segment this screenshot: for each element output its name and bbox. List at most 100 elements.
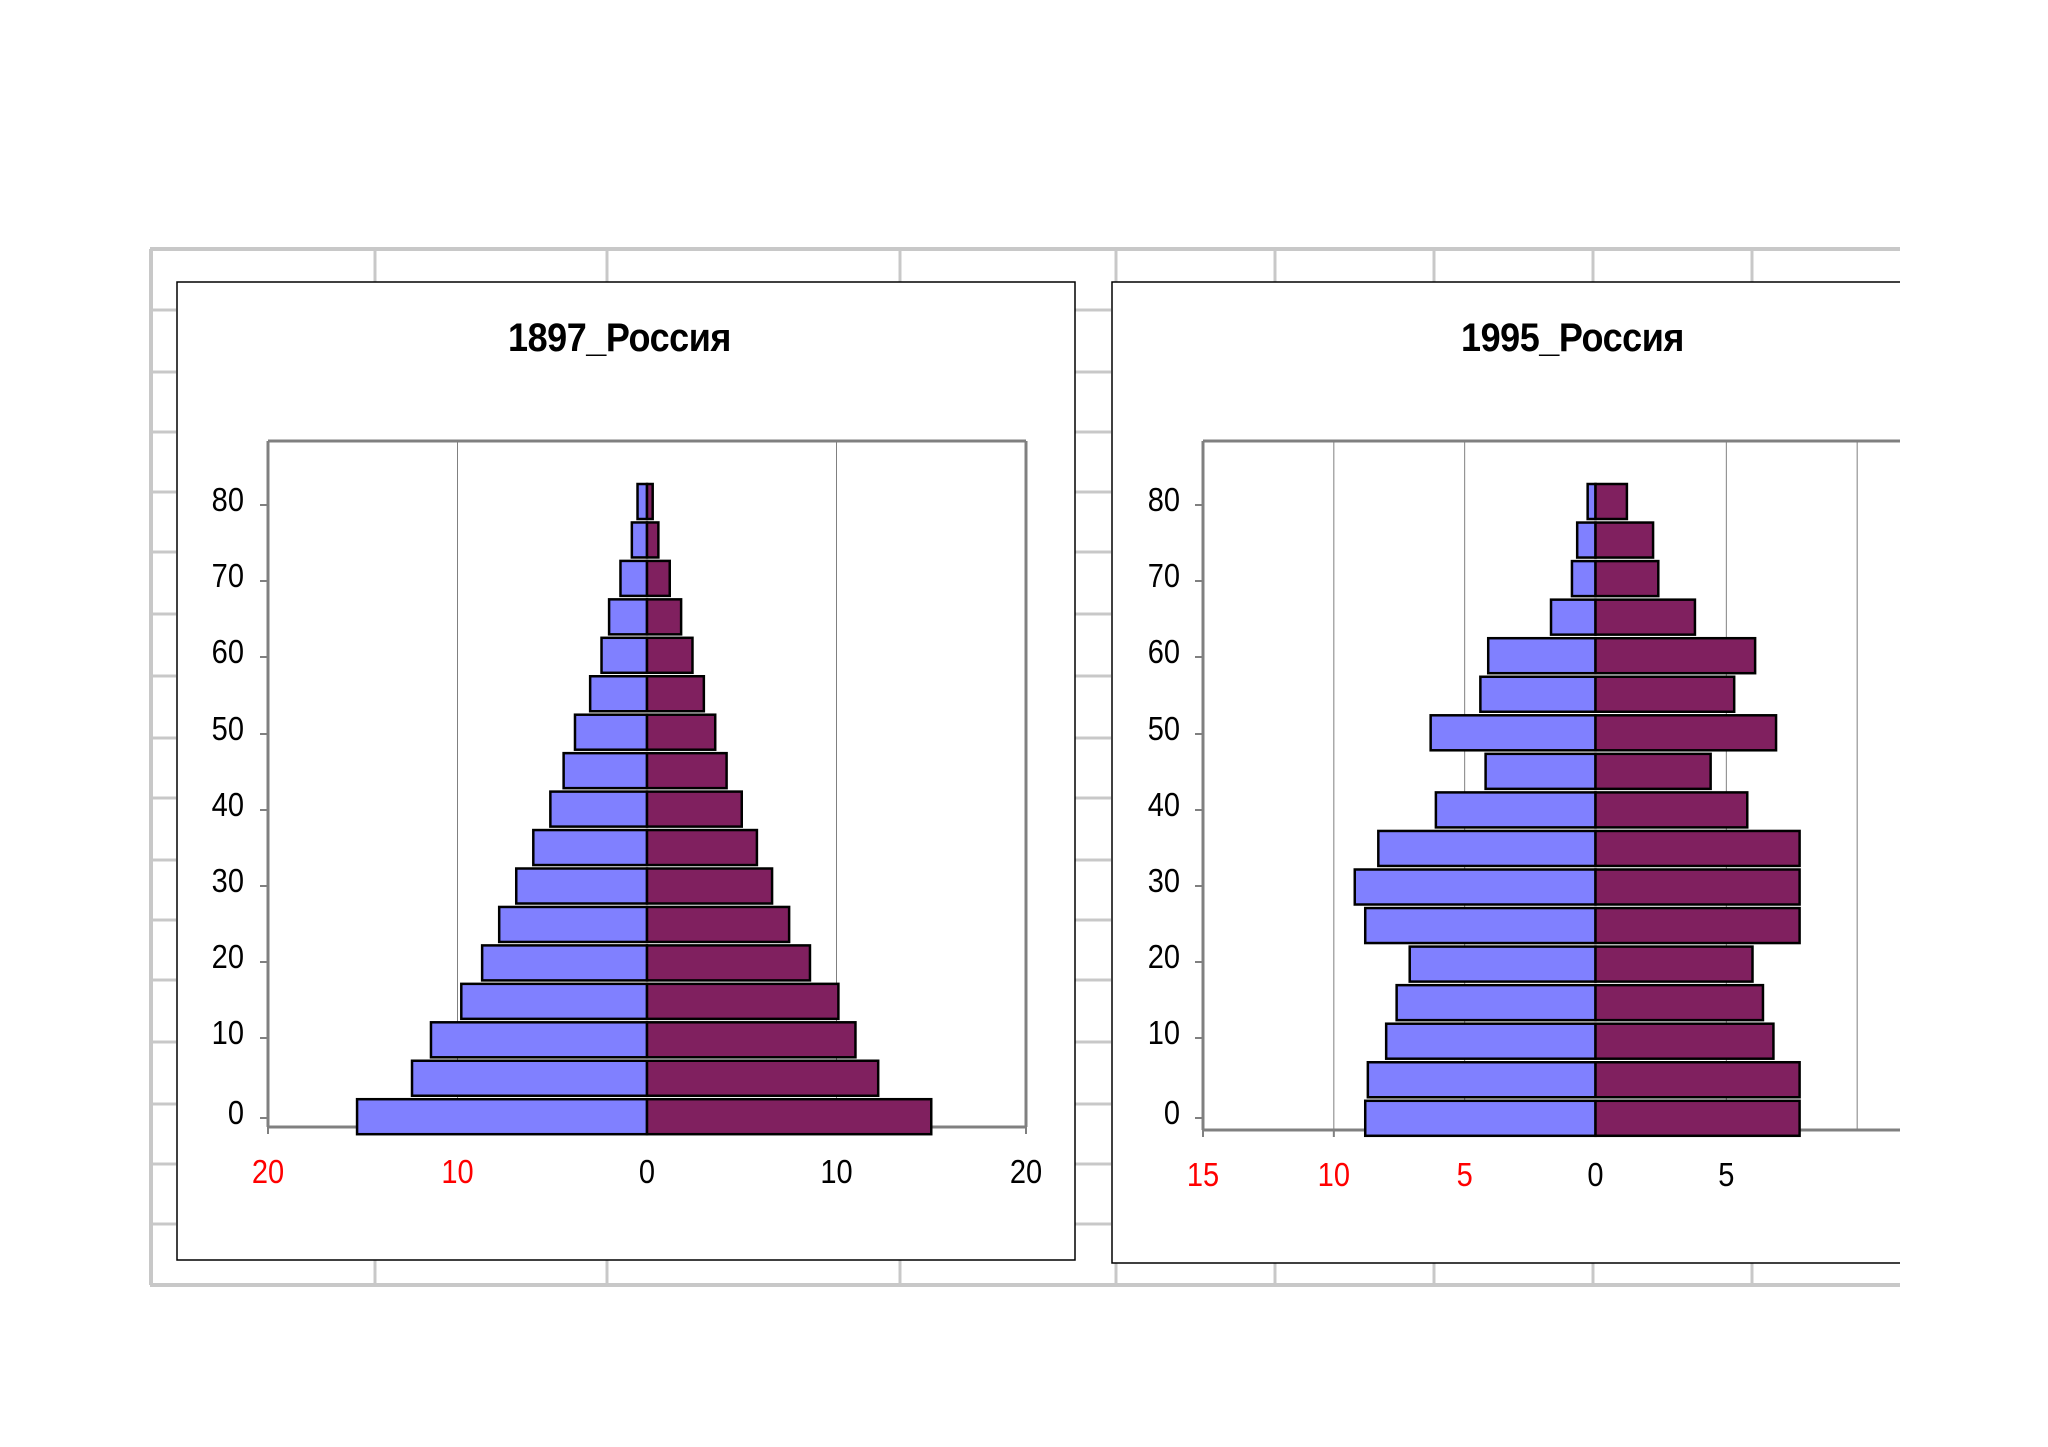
- bar-male-age-5: [410, 1059, 649, 1097]
- y-tick-label-30: 30: [1148, 862, 1180, 899]
- bar-male-age-10: [1384, 1022, 1597, 1060]
- y-tick-label-60: 60: [1148, 633, 1180, 670]
- y-tick-label-40: 40: [212, 786, 244, 823]
- x-tick-label-15: 15: [1187, 1156, 1219, 1193]
- bar-female-age-30: [1594, 868, 1801, 906]
- y-tick-label-30: 30: [212, 862, 244, 899]
- bar-male-age-30: [1353, 868, 1597, 906]
- bar-male-age-45: [562, 751, 649, 790]
- y-tick-label-60: 60: [212, 633, 244, 670]
- bar-male-age-15: [460, 982, 649, 1021]
- x-tick-label-5: 5: [1718, 1156, 1734, 1193]
- bar-male-age-50: [573, 713, 649, 751]
- bar-female-age-40: [1594, 791, 1749, 829]
- x-tick-label-20: 20: [252, 1153, 284, 1190]
- bar-female-age-10: [645, 1021, 857, 1059]
- y-tick-label-10: 10: [212, 1014, 244, 1051]
- y-tick-label-50: 50: [1148, 710, 1180, 747]
- y-tick-label-70: 70: [212, 557, 244, 594]
- x-tick-label-10: 10: [1318, 1156, 1350, 1193]
- bar-female-age-75: [645, 521, 660, 559]
- bar-male-age-35: [1377, 829, 1597, 868]
- x-tick-label-0: 0: [639, 1153, 655, 1190]
- bar-male-age-10: [429, 1021, 649, 1059]
- bar-male-age-70: [1570, 559, 1597, 598]
- bar-female-age-0: [1594, 1099, 1801, 1138]
- bar-male-age-5: [1366, 1061, 1597, 1099]
- bar-female-age-50: [1594, 714, 1778, 752]
- bar-male-age-60: [1486, 636, 1597, 675]
- bar-male-age-65: [607, 598, 649, 636]
- bar-male-age-75: [630, 521, 649, 559]
- bar-female-age-45: [1594, 752, 1712, 791]
- bar-female-age-60: [645, 636, 694, 675]
- bar-male-age-0: [1363, 1099, 1597, 1138]
- x-tick-label-5: 5: [1457, 1156, 1473, 1193]
- bar-female-age-35: [1594, 829, 1801, 868]
- bar-male-age-40: [549, 790, 649, 828]
- bar-male-age-40: [1434, 791, 1597, 829]
- bar-male-age-35: [532, 828, 649, 867]
- spreadsheet-grid: [149, 247, 1900, 1287]
- bar-female-age-70: [645, 559, 671, 598]
- bar-male-age-70: [619, 559, 649, 598]
- x-tick-label-0: 0: [1587, 1156, 1603, 1193]
- y-tick-label-10: 10: [1148, 1014, 1180, 1051]
- x-tick-label-10: 10: [441, 1153, 473, 1190]
- x-tick-label-10: 10: [820, 1153, 852, 1190]
- y-tick-label-0: 0: [1164, 1094, 1180, 1131]
- bar-female-age-15: [1594, 983, 1765, 1022]
- bar-male-age-65: [1549, 598, 1597, 636]
- bar-female-age-0: [645, 1097, 933, 1136]
- bar-male-age-55: [588, 675, 649, 713]
- bar-female-age-20: [645, 944, 812, 982]
- bar-female-age-15: [645, 982, 840, 1021]
- bar-male-age-25: [1363, 906, 1597, 945]
- bar-female-age-55: [1594, 675, 1736, 713]
- bar-female-age-25: [645, 905, 791, 944]
- y-tick-label-0: 0: [228, 1094, 244, 1131]
- bar-female-age-45: [645, 751, 728, 790]
- bar-female-age-80: [1594, 482, 1629, 521]
- bar-male-age-60: [600, 636, 649, 675]
- bar-male-age-25: [497, 905, 649, 944]
- bar-male-age-20: [1408, 945, 1597, 983]
- bar-male-age-75: [1575, 521, 1597, 559]
- bar-male-age-20: [480, 944, 649, 982]
- y-tick-label-40: 40: [1148, 786, 1180, 823]
- chart-title-1897: 1897_Россия: [508, 316, 731, 360]
- y-tick-label-80: 80: [212, 481, 244, 518]
- bar-female-age-10: [1594, 1022, 1775, 1060]
- y-tick-label-20: 20: [212, 938, 244, 975]
- bar-male-age-15: [1395, 983, 1597, 1022]
- bar-female-age-5: [1594, 1061, 1801, 1099]
- y-tick-label-50: 50: [212, 710, 244, 747]
- bar-female-age-80: [645, 482, 654, 521]
- bar-female-age-65: [1594, 598, 1697, 636]
- bar-female-age-40: [645, 790, 743, 828]
- bar-male-age-80: [636, 482, 649, 521]
- y-tick-label-70: 70: [1148, 557, 1180, 594]
- y-tick-label-80: 80: [1148, 481, 1180, 518]
- bar-male-age-50: [1429, 714, 1597, 752]
- bar-female-age-75: [1594, 521, 1655, 559]
- y-tick-label-20: 20: [1148, 938, 1180, 975]
- bar-female-age-30: [645, 867, 774, 905]
- chart-title-1995: 1995_Россия: [1461, 316, 1684, 360]
- bar-female-age-5: [645, 1059, 880, 1097]
- bar-female-age-20: [1594, 945, 1754, 983]
- bar-male-age-30: [514, 867, 649, 905]
- bar-female-age-70: [1594, 559, 1660, 598]
- bar-male-age-45: [1484, 752, 1597, 791]
- bar-male-age-55: [1479, 675, 1597, 713]
- bar-female-age-65: [645, 598, 683, 636]
- bar-female-age-25: [1594, 906, 1801, 945]
- bar-male-age-0: [355, 1097, 649, 1136]
- bar-female-age-55: [645, 675, 706, 713]
- x-tick-label-20: 20: [1010, 1153, 1042, 1190]
- bar-female-age-35: [645, 828, 759, 867]
- bar-female-age-60: [1594, 636, 1757, 675]
